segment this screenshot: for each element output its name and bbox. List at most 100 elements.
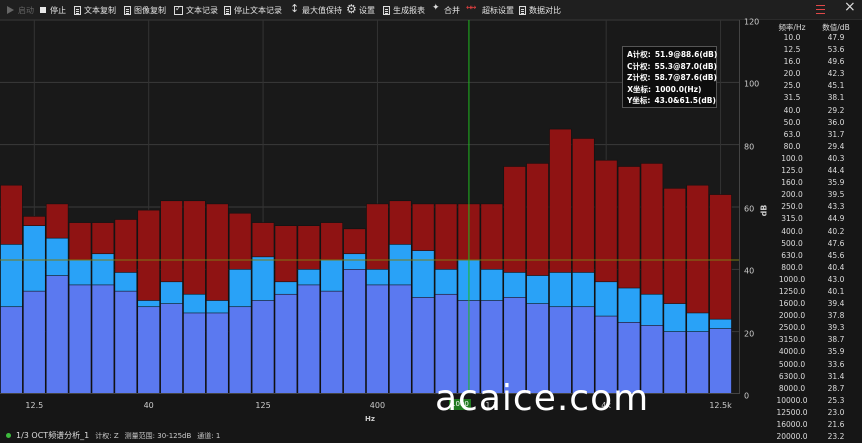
- a-weighted-bar: [434, 293, 458, 393]
- spectrum-chart: [0, 20, 739, 393]
- limit-settings-button[interactable]: 超标设置: [466, 2, 514, 18]
- table-row: 125.0 44.4: [774, 165, 862, 177]
- value-cell: 45.6: [827, 250, 845, 260]
- value-cell: 38.1: [827, 93, 845, 103]
- table-row: 50.0 36.0: [774, 117, 862, 129]
- a-weighted-bar: [663, 331, 687, 393]
- value-cell: 53.6: [827, 45, 845, 55]
- merge-icon: [432, 3, 441, 15]
- value-cell: 39.4: [827, 299, 845, 309]
- frequency-cell: 160.0: [781, 178, 803, 188]
- a-weighted-bar: [686, 331, 709, 393]
- info-key: C计权:: [627, 61, 651, 71]
- stop-button[interactable]: 停止: [40, 2, 66, 18]
- table-row: 10.0 47.9: [774, 32, 862, 44]
- a-weighted-bar: [274, 293, 298, 393]
- toolbar: 启动 停止 文本复制 图像复制 文本记录 停止文本记录 最大值保持 设置 生成报…: [0, 0, 862, 20]
- info-key: Y坐标:: [627, 96, 651, 105]
- a-weighted-bar: [640, 325, 664, 393]
- checkbox-icon: [174, 4, 183, 15]
- channel-text: 通道: 1: [197, 431, 221, 440]
- spectrum-plot[interactable]: A计权: 51.9@88.6(dB) C计权: 55.3@87.0(dB) Z计权: 58…: [0, 20, 740, 394]
- info-value: 51.9@88.6(dB): [654, 50, 718, 59]
- max-hold-button[interactable]: 最大值保持: [290, 2, 342, 18]
- a-weighted-bar: [297, 284, 321, 393]
- frequency-cell: 200.0: [781, 190, 803, 200]
- value-cell: 37.8: [827, 311, 845, 321]
- table-row: 160.0 35.9: [774, 177, 862, 189]
- settings-button[interactable]: 设置: [346, 2, 375, 18]
- value-cell: 47.9: [827, 33, 845, 42]
- a-weighted-bar: [137, 306, 160, 393]
- frequency-cell: 50.0: [783, 117, 801, 127]
- value-cell: 40.4: [827, 262, 845, 272]
- table-row: 16000.0 21.6: [774, 419, 862, 431]
- frequency-cell: 63.0: [783, 129, 801, 139]
- x-tick-label: 4k: [601, 401, 612, 410]
- a-weighted-bar: [594, 315, 618, 393]
- a-weighted-bar: [617, 322, 641, 393]
- y-axis-label: dB: [759, 204, 769, 217]
- y-axis: 120 100 80 60 40 20 0: [740, 17, 772, 401]
- copy-text-button[interactable]: 文本复制: [74, 2, 116, 18]
- close-icon[interactable]: [844, 0, 856, 15]
- a-weighted-bar: [251, 300, 275, 393]
- table-row: 2500.0 39.3: [774, 322, 862, 334]
- value-cell: 39.3: [827, 323, 845, 333]
- a-weighted-bar: [480, 300, 504, 393]
- frequency-cell: 100.0: [781, 153, 803, 163]
- merge-button[interactable]: 合并: [432, 2, 460, 18]
- table-header: 频率/Hz 数值/dB: [774, 22, 862, 34]
- table-row: 5000.0 33.6: [774, 359, 862, 371]
- value-cell: 40.3: [827, 153, 845, 163]
- a-weighted-bar: [389, 284, 412, 393]
- a-weighted-bar: [45, 275, 69, 393]
- table-row: 12500.0 23.0: [774, 407, 862, 419]
- a-weighted-bar: [91, 284, 115, 393]
- x-tick-label: 12.5: [25, 401, 44, 410]
- table-row: 12.5 53.6: [774, 44, 862, 56]
- stop-record-button[interactable]: 停止文本记录: [224, 2, 282, 18]
- frequency-cell: 10.0: [783, 33, 801, 42]
- frequency-cell: 12.5: [783, 45, 801, 55]
- table-row: 500.0 47.6: [774, 238, 862, 250]
- value-cell: 38.7: [827, 335, 845, 345]
- y-tick-label: 40: [744, 266, 755, 276]
- menu-icon[interactable]: [816, 5, 825, 15]
- y-tick-label: 120: [744, 17, 760, 27]
- a-weighted-bar: [526, 303, 549, 393]
- document-icon: [224, 5, 231, 15]
- a-weighted-bar: [411, 297, 435, 393]
- table-row: 315.0 44.9: [774, 213, 862, 225]
- stop-icon: [40, 7, 46, 13]
- y-tick-label: 80: [744, 142, 755, 152]
- x-tick-label: 400: [369, 401, 386, 410]
- settings-label: 设置: [359, 5, 375, 15]
- info-key: A计权:: [627, 50, 651, 59]
- info-key: Z计权:: [627, 73, 651, 82]
- compare-button[interactable]: 数据对比: [519, 2, 561, 18]
- frequency-cell: 630.0: [781, 250, 803, 260]
- status-bar: 1/3 OCT频谱分析_1 计权: Z 测量范围: 30-125dB 通道: 1: [0, 428, 772, 443]
- value-cell: 28.7: [827, 383, 845, 393]
- frequency-cell: 16.0: [783, 57, 801, 67]
- table-row: 250.0 43.3: [774, 201, 862, 213]
- table-row: 630.0 45.6: [774, 250, 862, 262]
- info-row: Y坐标: 43.0&61.5(dB): [627, 95, 716, 107]
- value-cell: 35.9: [827, 178, 845, 188]
- y-tick-label: 0: [744, 391, 750, 401]
- copy-image-button[interactable]: 图像复制: [124, 2, 166, 18]
- record-text-button[interactable]: 文本记录: [174, 2, 218, 18]
- table-row: 100.0 40.3: [774, 153, 862, 165]
- start-button[interactable]: 启动: [6, 2, 34, 18]
- value-cell: 40.1: [827, 286, 845, 296]
- a-weighted-bar: [572, 306, 595, 393]
- report-label: 生成报表: [393, 5, 425, 15]
- max-hold-label: 最大值保持: [302, 5, 342, 15]
- x-axis-label: Hz: [365, 415, 375, 423]
- report-button[interactable]: 生成报表: [383, 2, 425, 18]
- record-text-label: 文本记录: [186, 5, 218, 15]
- compare-icon: [519, 5, 526, 15]
- report-icon: [383, 5, 390, 15]
- value-cell: 43.3: [827, 202, 845, 212]
